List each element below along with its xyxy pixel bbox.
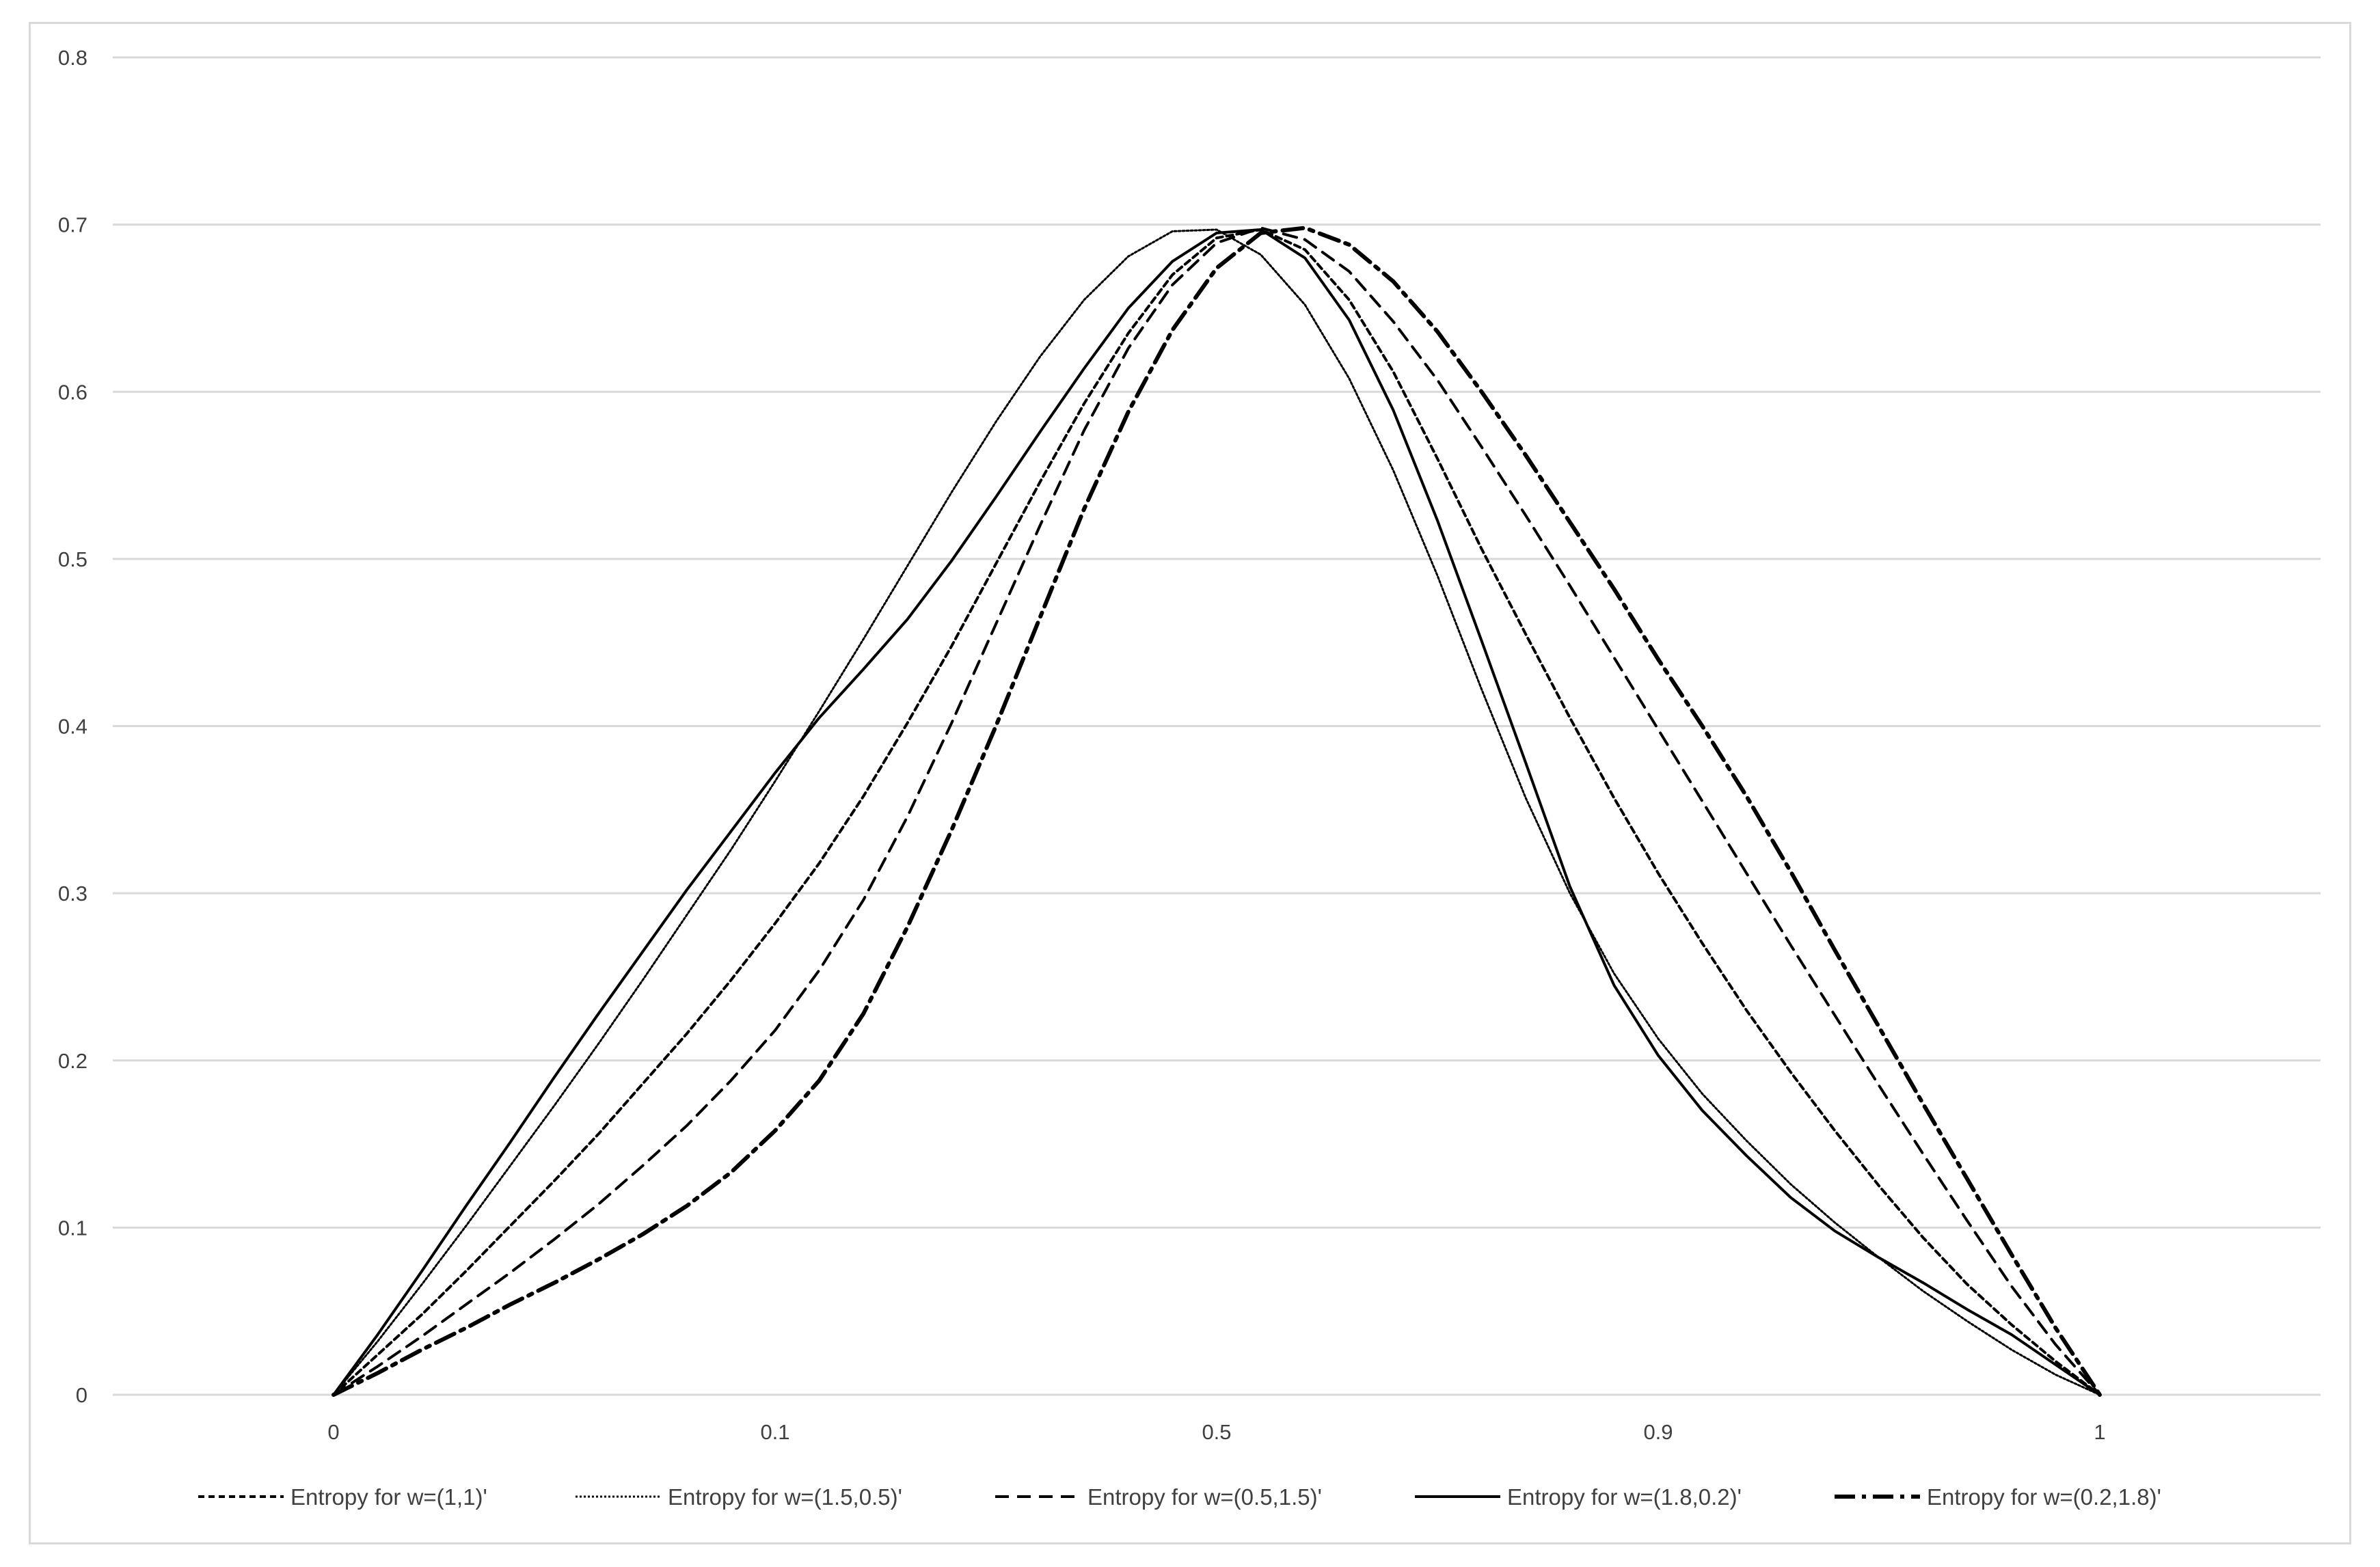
legend-label: Entropy for w=(1.5,0.5)' xyxy=(668,1484,902,1510)
legend-label: Entropy for w=(1,1)' xyxy=(290,1484,487,1510)
y-tick-label: 0.2 xyxy=(58,1049,87,1073)
y-tick-label: 0.3 xyxy=(58,882,87,905)
y-tick-label: 0.5 xyxy=(58,547,87,571)
series-line-2 xyxy=(332,228,2101,1396)
x-tick-label: 0.5 xyxy=(1202,1420,1231,1444)
x-tick-label: 0 xyxy=(327,1420,339,1444)
x-tick-label: 0.9 xyxy=(1643,1420,1673,1444)
legend-label: Entropy for w=(1.8,0.2)' xyxy=(1507,1484,1742,1510)
y-tick-label: 0.7 xyxy=(58,213,87,237)
series-line-1 xyxy=(332,228,2101,1396)
series-line-4 xyxy=(332,228,2101,1396)
legend-label: Entropy for w=(0.5,1.5)' xyxy=(1087,1484,1322,1510)
y-tick-label: 0.4 xyxy=(58,715,87,739)
y-tick-label: 0.1 xyxy=(58,1216,87,1240)
legend-label: Entropy for w=(0.2,1.8)' xyxy=(1927,1484,2161,1510)
x-tick-label: 0.1 xyxy=(760,1420,789,1444)
y-tick-label: 0.8 xyxy=(58,46,87,70)
series-line-5 xyxy=(332,226,2102,1397)
y-tick-label: 0.6 xyxy=(58,380,87,404)
y-tick-label: 0 xyxy=(76,1383,87,1407)
x-tick-label: 1 xyxy=(2094,1420,2105,1444)
series-line-3 xyxy=(332,226,2101,1396)
